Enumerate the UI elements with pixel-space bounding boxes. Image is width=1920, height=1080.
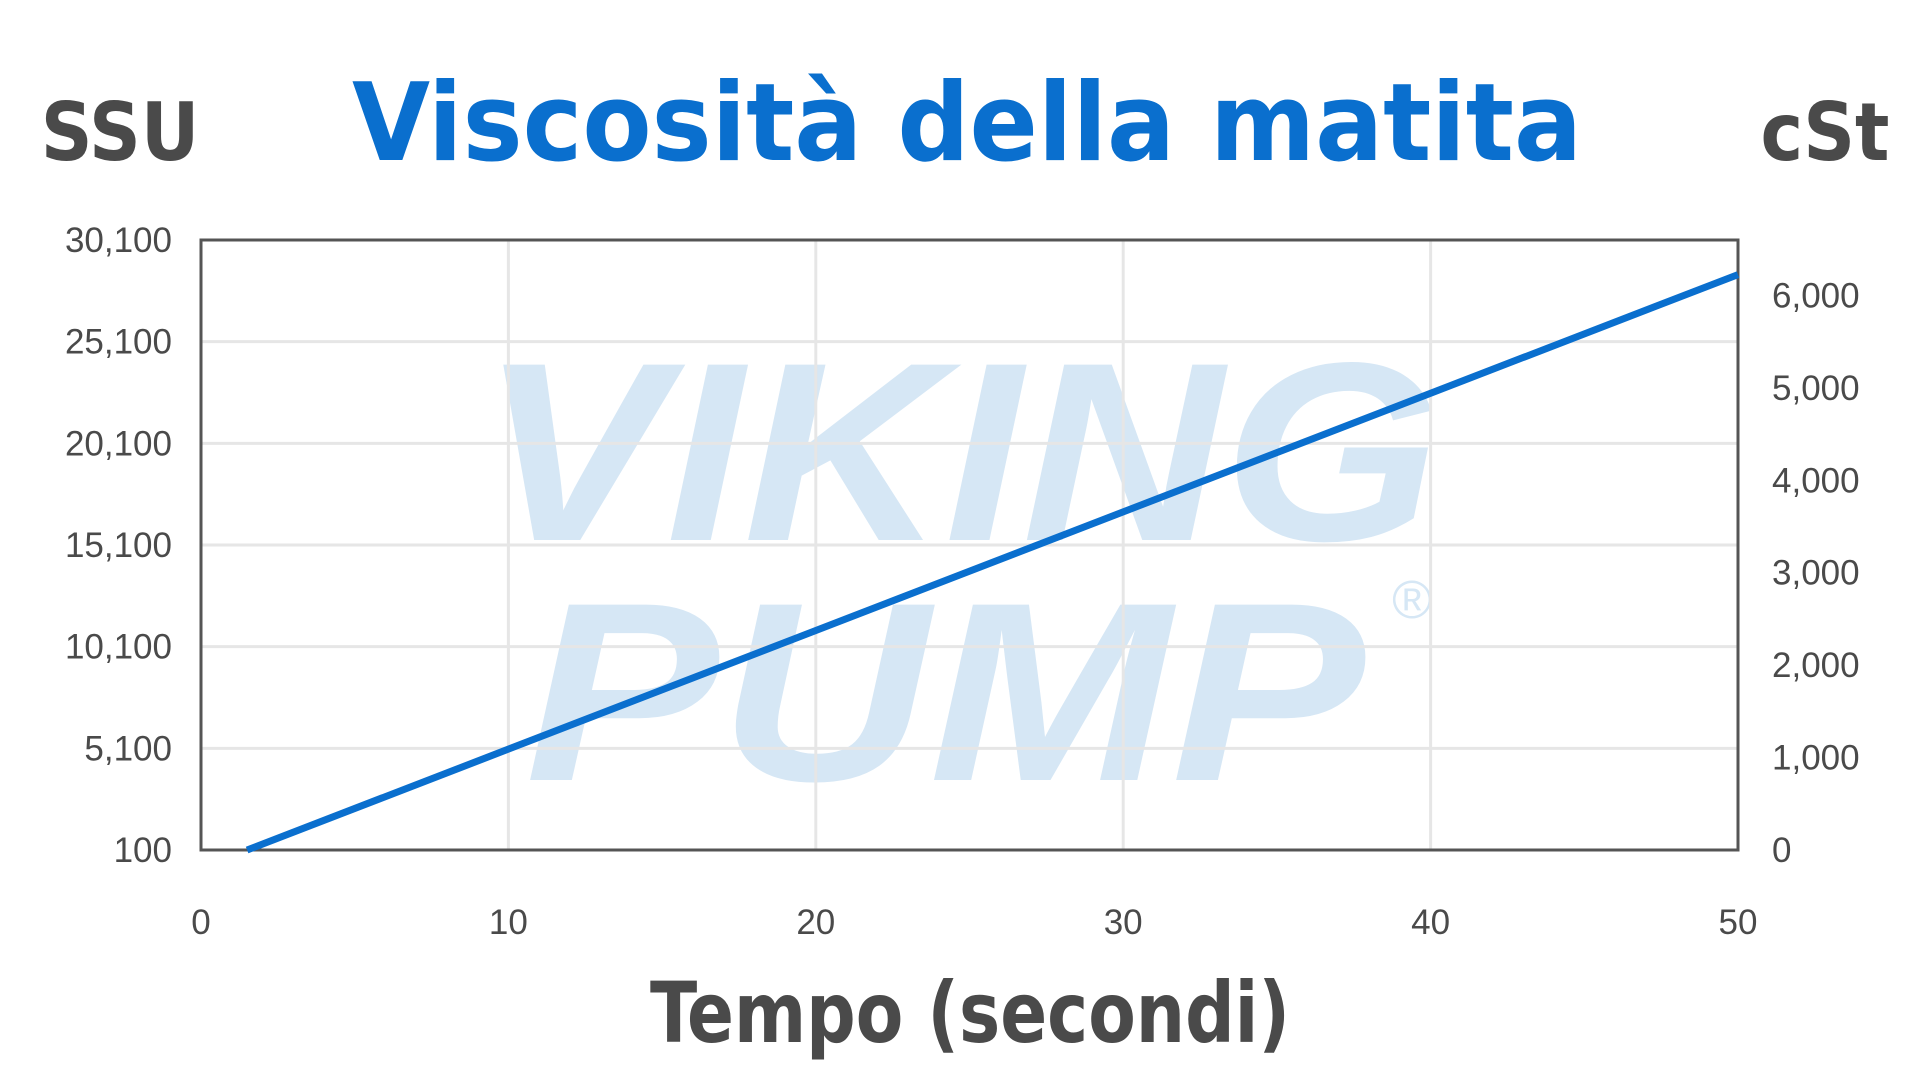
- plot-frame: [199, 238, 1740, 852]
- series-group: [245, 271, 1740, 854]
- y-right-tick-label: 3,000: [1772, 554, 1860, 593]
- y-left-tick-label: 100: [114, 831, 172, 870]
- y-left-tick-label: 5,100: [84, 729, 172, 768]
- x-tick-label: 0: [191, 903, 210, 942]
- x-tick-label: 30: [1104, 903, 1143, 942]
- x-tick-label: 10: [489, 903, 528, 942]
- y-axis-left-label: SSU: [41, 86, 200, 179]
- watermark-line2: PUMP: [525, 550, 1366, 835]
- x-tick-label: 40: [1411, 903, 1450, 942]
- x-tick-label: 20: [796, 903, 835, 942]
- y-left-tick-label: 10,100: [65, 628, 172, 667]
- tick-labels: 0 10 20 30 40 50 100 5,100 10,100 15,100 20,100 25,…: [65, 221, 1860, 942]
- y-right-tick-label: 1,000: [1772, 739, 1860, 778]
- series-line: [245, 271, 1740, 854]
- x-tick-label: 50: [1719, 903, 1758, 942]
- y-left-tick-label: 30,100: [65, 221, 172, 260]
- y-right-tick-label: 0: [1772, 831, 1791, 870]
- y-left-tick-label: 25,100: [65, 323, 172, 362]
- y-left-tick-label: 20,100: [65, 424, 172, 463]
- watermark-registered-mark: ®: [1392, 570, 1432, 630]
- y-right-tick-label: 6,000: [1772, 276, 1860, 315]
- grid: [201, 240, 1738, 850]
- y-left-tick-label: 15,100: [65, 526, 172, 565]
- y-right-tick-label: 5,000: [1772, 369, 1860, 408]
- chart-title: Viscosità della matita: [352, 61, 1582, 186]
- x-axis-label: Tempo (secondi): [650, 964, 1290, 1062]
- y-axis-right-label: cSt: [1761, 86, 1890, 179]
- y-right-tick-label: 4,000: [1772, 461, 1860, 500]
- y-right-tick-label: 2,000: [1772, 646, 1860, 685]
